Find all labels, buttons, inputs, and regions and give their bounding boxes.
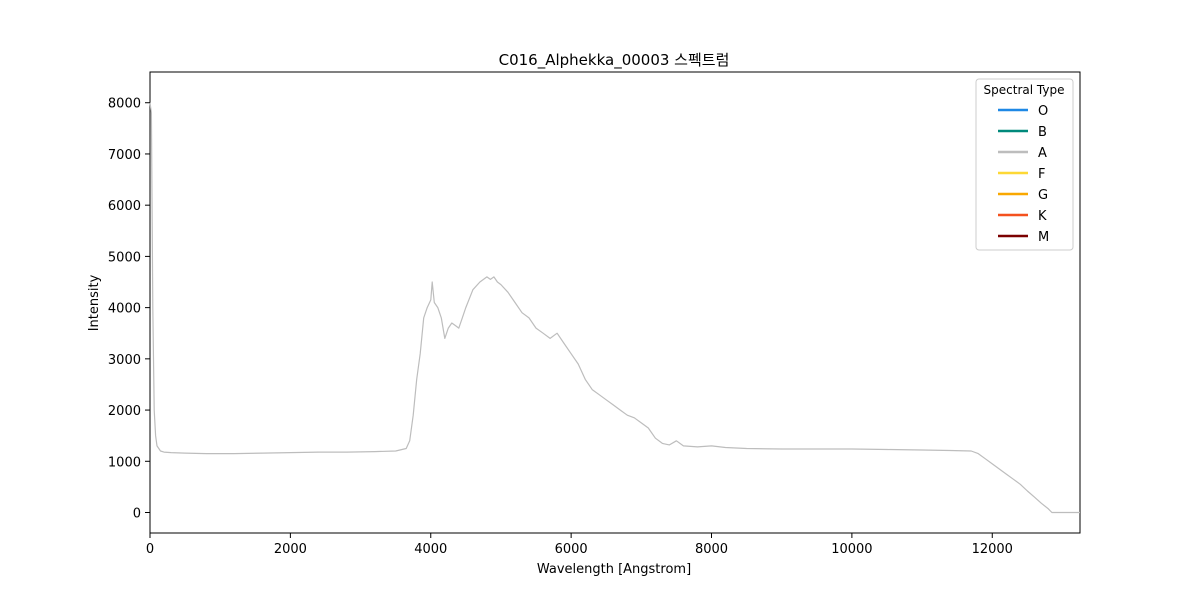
x-tick-label: 6000 [555, 542, 588, 557]
y-tick-label: 7000 [108, 148, 141, 163]
legend-label-a: A [1038, 146, 1047, 161]
x-axis: 0 2000 4000 6000 8000 10000 12000 [146, 533, 1013, 557]
x-tick-label: 8000 [695, 542, 728, 557]
legend-title: Spectral Type [984, 83, 1065, 97]
x-tick-label: 4000 [414, 542, 447, 557]
y-tick-label: 5000 [108, 250, 141, 265]
legend-label-g: G [1038, 188, 1048, 203]
x-axis-title: Wavelength [Angstrom] [537, 562, 691, 577]
legend-box [975, 78, 1074, 251]
y-axis: 0 1000 2000 3000 4000 5000 6000 7000 8000 [108, 97, 150, 522]
series-line-a [149, 102, 1080, 514]
legend-label-m: M [1038, 230, 1049, 245]
chart-title: C016_Alphekka_00003 스펙트럼 [499, 51, 730, 70]
x-tick-label: 2000 [274, 542, 307, 557]
y-tick-label: 1000 [108, 455, 141, 470]
y-tick-label: 4000 [108, 302, 141, 317]
legend-label-f: F [1038, 167, 1045, 182]
x-tick-label: 12000 [972, 542, 1013, 557]
y-tick-label: 0 [133, 507, 141, 522]
legend-label-o: O [1038, 104, 1048, 119]
y-tick-label: 3000 [108, 353, 141, 368]
plot-area [149, 71, 1081, 534]
x-tick-label: 0 [146, 542, 154, 557]
legend-label-b: B [1038, 125, 1047, 140]
x-tick-label: 10000 [831, 542, 872, 557]
y-tick-label: 8000 [108, 97, 141, 112]
y-axis-title: Intensity [87, 274, 102, 331]
series-layer [149, 102, 1080, 514]
y-tick-label: 6000 [108, 199, 141, 214]
legend-label-k: K [1038, 209, 1047, 224]
plot-frame [149, 71, 1081, 534]
y-tick-label: 2000 [108, 404, 141, 419]
